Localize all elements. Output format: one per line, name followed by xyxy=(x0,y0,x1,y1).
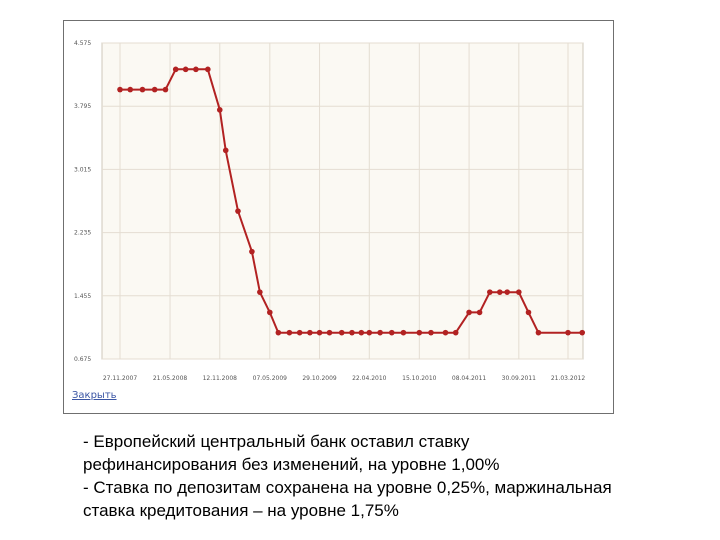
data-point xyxy=(326,329,333,336)
data-point xyxy=(579,329,586,336)
caption-line: рефинансирования без изменений, на уровн… xyxy=(83,455,500,474)
data-point xyxy=(117,86,123,93)
data-point xyxy=(216,107,223,113)
x-tick-label: 27.11.2007 xyxy=(103,375,138,382)
x-tick-label: 07.05.2009 xyxy=(253,375,288,382)
caption: - Европейский центральный банк оставил с… xyxy=(83,430,683,522)
data-point xyxy=(257,289,263,295)
data-point xyxy=(366,329,373,336)
data-point xyxy=(172,66,179,73)
series-points xyxy=(117,66,586,336)
data-point xyxy=(249,248,255,255)
caption-line: - Европейский центральный банк оставил с… xyxy=(83,432,470,451)
data-point xyxy=(476,309,483,316)
data-point xyxy=(388,329,395,336)
data-point xyxy=(487,289,493,295)
data-point xyxy=(442,329,449,336)
x-tick-label: 21.05.2008 xyxy=(153,375,188,382)
data-point xyxy=(496,289,503,295)
x-axis: 27.11.2007 21.05.2008 12.11.2008 07.05.2009… xyxy=(103,375,586,382)
caption-line: - Ставка по депозитам сохранена на уровн… xyxy=(83,478,612,497)
y-tick-label: 3.015 xyxy=(74,166,91,173)
data-point xyxy=(358,329,365,336)
data-point xyxy=(428,329,434,336)
data-point xyxy=(286,329,293,336)
chart-panel: 4.575 3.795 3.015 2.235 1.455 0.675 27.11.200… xyxy=(63,20,614,414)
data-point xyxy=(400,329,407,336)
data-point xyxy=(452,329,459,336)
data-point xyxy=(516,289,522,295)
data-point xyxy=(338,329,345,336)
data-point xyxy=(316,329,323,336)
x-tick-label: 21.03.2012 xyxy=(551,375,586,382)
data-point xyxy=(267,309,273,316)
x-tick-label: 22.04.2010 xyxy=(352,375,387,382)
data-point xyxy=(127,86,134,93)
x-tick-label: 29.10.2009 xyxy=(302,375,337,382)
x-tick-label: 12.11.2008 xyxy=(203,375,238,382)
data-point xyxy=(193,66,199,73)
data-point xyxy=(466,309,472,316)
data-point xyxy=(275,329,282,336)
close-link[interactable]: Закрыть xyxy=(72,390,117,401)
x-tick-label: 30.09.2011 xyxy=(502,375,537,382)
y-tick-label: 3.795 xyxy=(74,103,91,110)
data-point xyxy=(535,329,542,336)
data-point xyxy=(162,86,169,93)
data-point xyxy=(525,309,532,316)
data-point xyxy=(182,66,189,73)
y-tick-label: 2.235 xyxy=(74,230,91,237)
x-tick-label: 15.10.2010 xyxy=(402,375,437,382)
x-tick-label: 08.04.2011 xyxy=(452,375,487,382)
y-tick-label: 1.455 xyxy=(74,293,91,300)
rate-chart: 4.575 3.795 3.015 2.235 1.455 0.675 27.11.200… xyxy=(74,40,586,382)
data-point xyxy=(296,329,303,336)
data-point xyxy=(349,329,355,336)
data-point xyxy=(307,329,313,336)
data-point xyxy=(205,66,211,73)
y-tick-label: 4.575 xyxy=(74,40,91,47)
data-point xyxy=(151,86,158,93)
data-point xyxy=(139,86,146,93)
plot-area xyxy=(101,42,584,360)
caption-line: ставка кредитования – на уровне 1,75% xyxy=(83,501,399,520)
grid xyxy=(102,42,583,360)
data-point xyxy=(565,329,571,336)
y-axis: 4.575 3.795 3.015 2.235 1.455 0.675 xyxy=(74,40,91,363)
y-tick-label: 0.675 xyxy=(74,356,91,363)
data-point xyxy=(222,147,229,154)
data-point xyxy=(235,208,241,214)
data-point xyxy=(377,329,383,336)
data-point xyxy=(416,329,423,336)
data-point xyxy=(504,289,510,295)
